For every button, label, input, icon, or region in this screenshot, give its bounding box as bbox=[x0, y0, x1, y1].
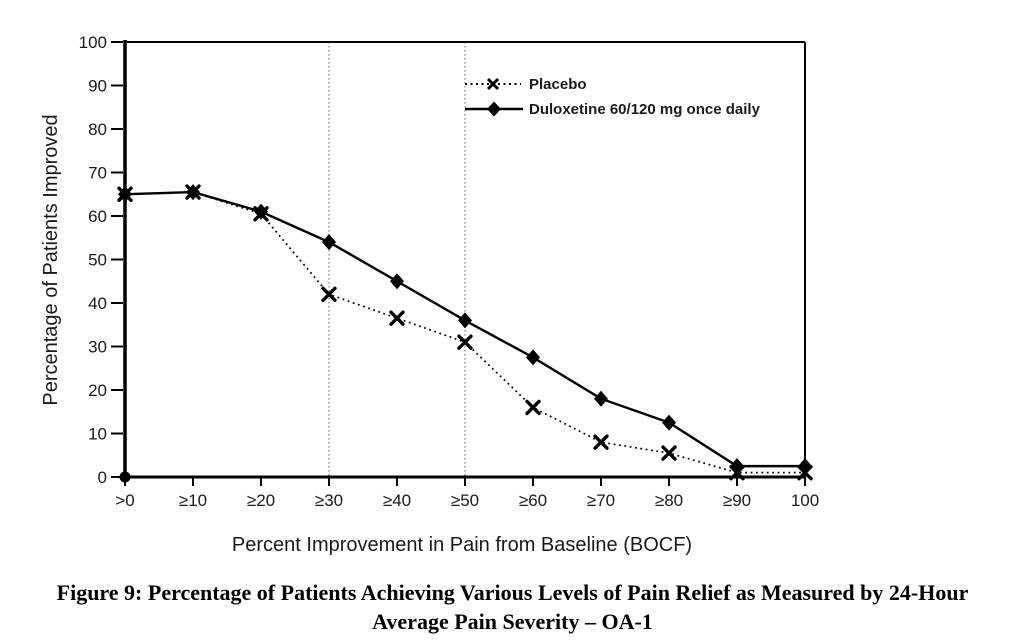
legend-item-duloxetine: Duloxetine 60/120 mg once daily bbox=[465, 101, 761, 118]
figure-caption: Figure 9: Percentage of Patients Achievi… bbox=[0, 578, 1025, 636]
legend-label-placebo: Placebo bbox=[529, 76, 587, 93]
legend: Placebo Duloxetine 60/120 mg once daily bbox=[465, 76, 761, 118]
duloxetine-marker bbox=[118, 186, 132, 203]
x-tick-label: ≥60 bbox=[519, 491, 547, 510]
axes-layer: 0 10 20 30 40 50 60 70 80 90 100 >0 ≥10 ≥20 ≥30 ≥40 ≥50 ≥… bbox=[79, 33, 820, 510]
x-axis-title: Percent Improvement in Pain from Baselin… bbox=[232, 534, 692, 556]
x-tick-label: >0 bbox=[115, 491, 134, 510]
y-axis-title: Percentage of Patients Improved bbox=[40, 114, 62, 405]
placebo-marker bbox=[525, 399, 541, 416]
duloxetine-marker bbox=[186, 184, 200, 201]
y-tick-label: 40 bbox=[88, 294, 107, 313]
y-tick-label: 70 bbox=[88, 164, 107, 183]
legend-item-placebo: Placebo bbox=[465, 76, 587, 93]
pain-relief-line-chart: 0 10 20 30 40 50 60 70 80 90 100 >0 ≥10 ≥20 ≥30 ≥40 ≥50 ≥… bbox=[40, 33, 820, 556]
y-tick-label: 20 bbox=[88, 381, 107, 400]
duloxetine-line bbox=[124, 190, 805, 468]
reference-lines-layer bbox=[328, 42, 466, 477]
x-tick-label: ≥40 bbox=[383, 491, 411, 510]
placebo-marker bbox=[457, 334, 473, 350]
duloxetine-marker bbox=[526, 349, 540, 366]
placebo-marker bbox=[661, 445, 677, 461]
x-tick-label: ≥90 bbox=[723, 491, 751, 510]
y-tick-label: 90 bbox=[88, 77, 107, 96]
duloxetine-marker bbox=[390, 273, 404, 290]
duloxetine-marker bbox=[798, 458, 812, 475]
x-tick-label: ≥70 bbox=[587, 491, 615, 510]
figure-caption-line2: Average Pain Severity – OA-1 bbox=[372, 609, 653, 634]
series-layer bbox=[117, 184, 813, 481]
duloxetine-marker bbox=[594, 390, 608, 407]
duloxetine-series bbox=[118, 184, 812, 475]
x-tick-label: ≥20 bbox=[247, 491, 275, 510]
duloxetine-marker bbox=[730, 458, 744, 475]
duloxetine-marker bbox=[322, 234, 336, 251]
figure-caption-line1: Figure 9: Percentage of Patients Achievi… bbox=[56, 580, 969, 605]
y-tick-label: 10 bbox=[88, 425, 107, 444]
placebo-marker bbox=[389, 310, 405, 326]
x-tick-label: ≥10 bbox=[179, 491, 207, 510]
y-tick-label: 60 bbox=[88, 207, 107, 226]
legend-label-duloxetine: Duloxetine 60/120 mg once daily bbox=[529, 101, 761, 118]
duloxetine-marker bbox=[254, 203, 268, 220]
origin-dot bbox=[119, 471, 131, 483]
y-tick-label: 50 bbox=[88, 251, 107, 270]
y-tick-label: 0 bbox=[98, 468, 107, 487]
placebo-marker bbox=[321, 286, 337, 302]
x-tick-label: ≥30 bbox=[315, 491, 343, 510]
placebo-marker bbox=[593, 434, 609, 450]
y-tick-label: 80 bbox=[88, 120, 107, 139]
x-tick-label: 100 bbox=[791, 491, 819, 510]
duloxetine-marker bbox=[458, 312, 472, 329]
x-tick-label: ≥50 bbox=[451, 491, 479, 510]
placebo-x-marker-icon bbox=[486, 77, 500, 91]
duloxetine-diamond-marker-icon bbox=[487, 101, 501, 117]
x-tick-label: ≥80 bbox=[655, 491, 683, 510]
y-tick-label: 30 bbox=[88, 338, 107, 357]
y-tick-label: 100 bbox=[79, 33, 107, 52]
duloxetine-marker bbox=[662, 414, 676, 431]
